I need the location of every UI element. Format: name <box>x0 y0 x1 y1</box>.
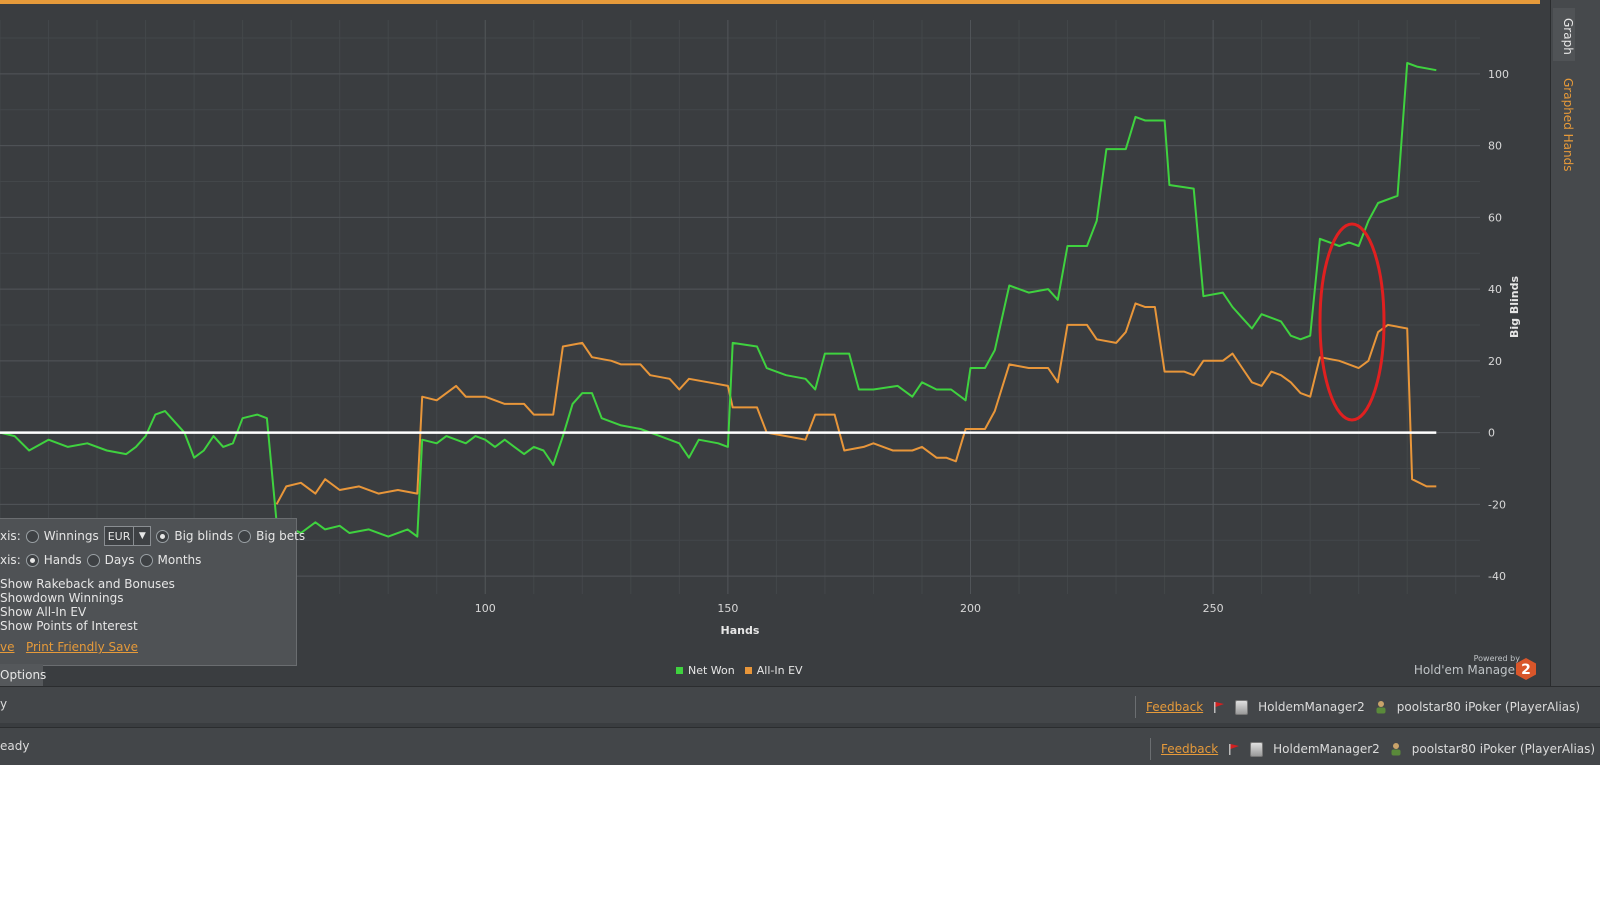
product-name: Hold'em Manager <box>1413 663 1520 677</box>
app-name: HoldemManager2 <box>1258 700 1365 714</box>
powered-by-branding: Powered by Hold'em Manager <box>1410 654 1520 677</box>
plot-area <box>0 20 1480 594</box>
x-axis-title: Hands <box>721 624 760 637</box>
hm2-logo-icon: 2 <box>1516 658 1536 680</box>
big-blinds-radio[interactable] <box>156 529 170 543</box>
status-separator <box>1135 696 1136 718</box>
inner-status-bar: y Feedback HoldemManager2 poolstar80 iPo… <box>0 686 1600 723</box>
big-blinds-label: Big blinds <box>174 529 234 543</box>
chart-legend: Net Won All-In EV <box>676 664 803 677</box>
status-separator <box>1150 738 1151 760</box>
flag-icon <box>1214 702 1225 713</box>
print-friendly-save-link[interactable]: Print Friendly Save <box>25 640 138 654</box>
x-tick-label: 200 <box>960 602 981 615</box>
graph-plot: 100 150 200 250 -40 -20 0 20 40 60 80 100 Hands Big B… <box>0 20 1521 637</box>
show-rakeback-option[interactable]: Show Rakeback and Bonuses <box>0 577 175 591</box>
winnings-radio[interactable] <box>25 529 39 543</box>
outer-status-text: eady <box>0 739 30 753</box>
x-axis-row: xis: Hands Days Months <box>0 551 201 569</box>
database-icon <box>1250 741 1264 757</box>
months-label: Months <box>157 553 202 567</box>
y-axis-title: Big Blinds <box>1508 276 1521 338</box>
y-tick-label: 80 <box>1488 140 1502 153</box>
x-axis-label: xis: <box>0 553 21 567</box>
flag-icon <box>1229 744 1240 755</box>
x-tick-label: 250 <box>1203 602 1224 615</box>
legend-all-in-ev-label: All-In EV <box>756 664 803 677</box>
hands-label: Hands <box>43 553 82 567</box>
legend-net-won-label: Net Won <box>688 664 735 677</box>
hands-radio[interactable] <box>25 553 39 567</box>
legend-all-in-ev: All-In EV <box>744 664 803 677</box>
y-tick-label: 20 <box>1488 355 1502 368</box>
player-icon <box>1376 701 1386 714</box>
options-tab[interactable]: Options <box>0 664 46 686</box>
months-radio[interactable] <box>139 553 153 567</box>
inner-status-text: y <box>0 697 8 711</box>
y-tick-label: 40 <box>1488 283 1502 296</box>
y-axis-row: xis: Winnings EUR ▼ Big blinds Big bets <box>0 526 306 546</box>
series-line-net-won <box>0 62 1437 538</box>
y-axis-label: xis: <box>0 529 21 543</box>
app-window: 100 150 200 250 -40 -20 0 20 40 60 80 100 Hands Big B… <box>0 0 1600 765</box>
currency-value: EUR <box>107 529 131 543</box>
winnings-label: Winnings <box>43 529 99 543</box>
outer-status-right: Feedback HoldemManager2 poolstar80 iPoke… <box>1150 738 1595 760</box>
highlight-ellipse <box>1318 222 1386 422</box>
show-poi-option[interactable]: Show Points of Interest <box>0 619 138 633</box>
show-allin-ev-option[interactable]: Show All-In EV <box>0 605 87 619</box>
tab-graph[interactable]: Graph <box>1553 8 1575 61</box>
feedback-link[interactable]: Feedback <box>1146 700 1204 714</box>
database-icon <box>1235 699 1249 715</box>
showdown-winnings-option[interactable]: Showdown Winnings <box>0 591 124 605</box>
big-bets-radio[interactable] <box>238 529 252 543</box>
feedback-link[interactable]: Feedback <box>1161 742 1219 756</box>
y-tick-label: -40 <box>1488 570 1506 583</box>
player-alias: poolstar80 iPoker (PlayerAlias) <box>1396 700 1581 714</box>
legend-net-won: Net Won <box>676 664 735 677</box>
days-radio[interactable] <box>86 553 100 567</box>
big-bets-label: Big bets <box>256 529 306 543</box>
save-links: ve Print Friendly Save <box>0 640 138 654</box>
series-line-all-in-ev <box>275 302 1437 505</box>
tab-graphed-hands[interactable]: Graphed Hands <box>1561 78 1575 172</box>
chevron-down-icon[interactable]: ▼ <box>133 527 150 545</box>
y-tick-label: 100 <box>1488 68 1509 81</box>
player-alias: poolstar80 iPoker (PlayerAlias) <box>1411 742 1596 756</box>
net-won-swatch <box>676 667 683 674</box>
x-tick-label: 150 <box>717 602 738 615</box>
right-side-panel <box>1550 0 1600 700</box>
badge-number: 2 <box>1521 662 1531 678</box>
powered-by-text: Powered by <box>1473 654 1520 663</box>
graph-options-panel: xis: Winnings EUR ▼ Big blinds Big bets … <box>0 518 305 666</box>
days-label: Days <box>104 553 135 567</box>
title-accent-bar <box>0 0 1540 4</box>
inner-status-right: Feedback HoldemManager2 poolstar80 iPoke… <box>1135 696 1580 718</box>
y-tick-label: 0 <box>1488 427 1495 440</box>
all-in-ev-swatch <box>744 667 752 674</box>
save-link[interactable]: ve <box>0 640 15 654</box>
y-tick-label: -20 <box>1488 498 1506 511</box>
player-icon <box>1391 743 1401 756</box>
x-tick-label: 100 <box>475 602 496 615</box>
app-name: HoldemManager2 <box>1273 742 1380 756</box>
y-tick-label: 60 <box>1488 211 1502 224</box>
outer-status-bar: eady Feedback HoldemManager2 poolstar80 … <box>0 727 1600 765</box>
currency-select[interactable]: EUR ▼ <box>103 526 152 546</box>
